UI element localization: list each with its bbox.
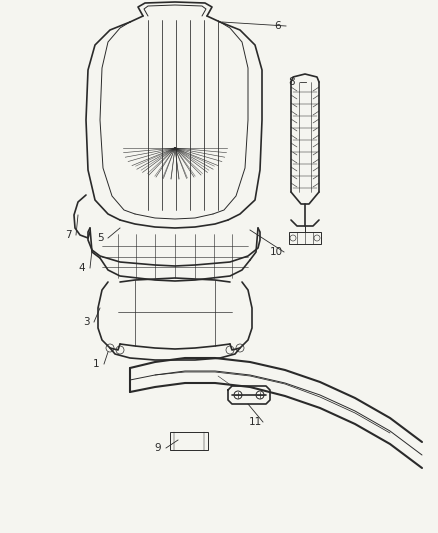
Text: 10: 10 [269, 247, 283, 257]
Bar [289, 232, 321, 244]
Text: 7: 7 [65, 230, 71, 240]
Text: 3: 3 [83, 317, 89, 327]
Text: 6: 6 [275, 21, 281, 31]
Text: 5: 5 [97, 233, 103, 243]
Text: 4: 4 [79, 263, 85, 273]
Text: 1: 1 [93, 359, 99, 369]
Text: 9: 9 [155, 443, 161, 453]
Text: 11: 11 [248, 417, 261, 427]
Text: 8: 8 [289, 77, 295, 87]
Bar [170, 432, 208, 450]
